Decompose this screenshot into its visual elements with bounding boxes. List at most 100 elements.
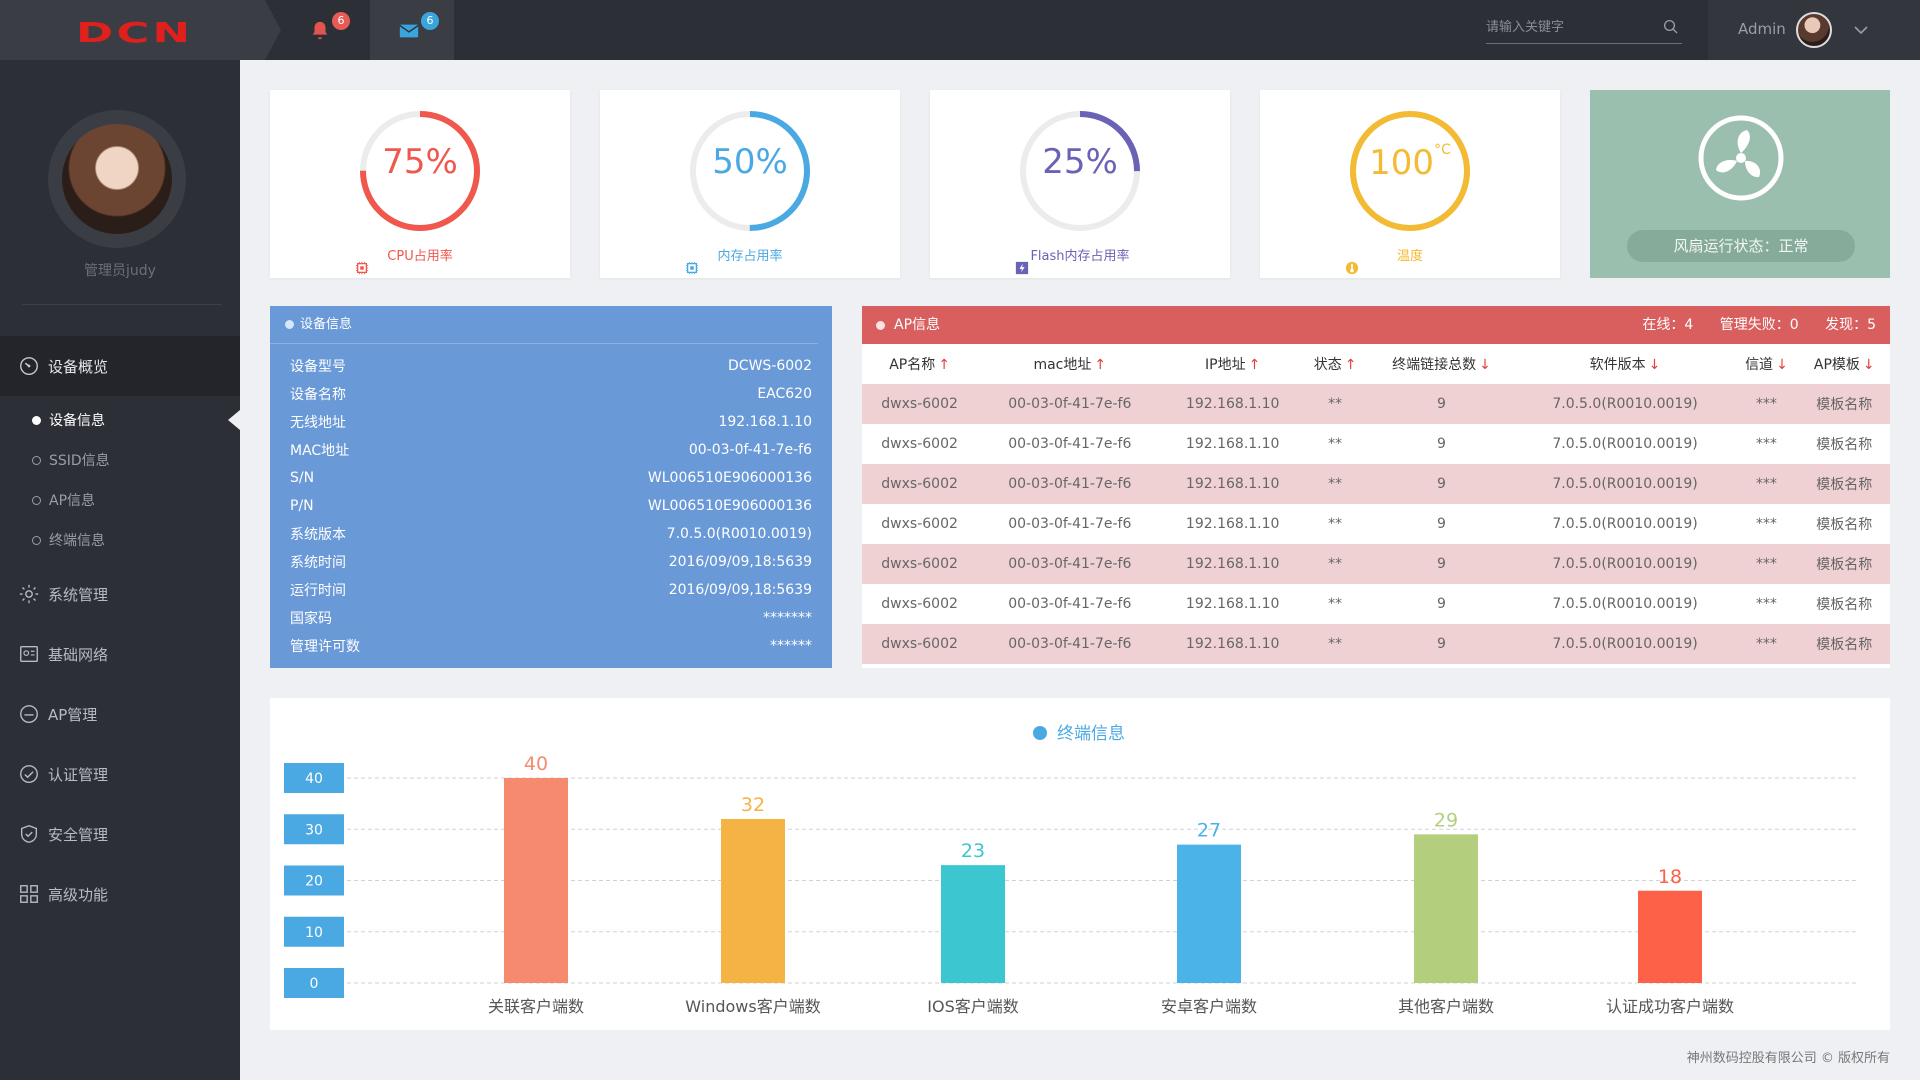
ap-column-header[interactable]: 软件版本 ↓	[1516, 344, 1735, 384]
bar-value-label: 29	[1434, 809, 1458, 831]
bar[interactable]	[1177, 844, 1241, 983]
sort-down-icon[interactable]: ↓	[1776, 357, 1788, 373]
y-tick-label: 40	[305, 771, 323, 787]
ap-column-header[interactable]: 状态 ↑	[1303, 344, 1367, 384]
table-row[interactable]: dwxs-6002 00-03-0f-41-7e-f6 192.168.1.10 **…	[862, 624, 1890, 664]
memory-gauge	[690, 111, 810, 231]
table-cell: dwxs-6002	[881, 596, 958, 612]
ap-info-title: AP信息	[894, 317, 941, 333]
logo[interactable]: DCN	[76, 16, 194, 49]
gear-icon	[19, 584, 39, 604]
bar-value-label: 32	[741, 794, 765, 816]
sort-up-icon[interactable]: ↑	[1094, 357, 1107, 373]
sidebar-item-overview[interactable]: 设备概览	[0, 336, 240, 396]
search-icon[interactable]	[1662, 18, 1680, 36]
user-menu[interactable]: Admin	[1708, 0, 1920, 60]
sort-up-icon[interactable]: ↑	[1248, 357, 1261, 373]
bar[interactable]	[721, 819, 785, 983]
table-row[interactable]: dwxs-6002 00-03-0f-41-7e-f6 192.168.1.10 **…	[862, 384, 1890, 424]
bell-badge: 6	[332, 12, 350, 30]
temperature-gauge-card: 100°C 温度	[1260, 90, 1560, 278]
device-info-row: 管理许可数 ******	[290, 632, 812, 660]
device-info-row: S/N WL006510E906000136	[290, 464, 812, 492]
table-row[interactable]: dwxs-6002 00-03-0f-41-7e-f6 192.168.1.10 **…	[862, 464, 1890, 504]
bar[interactable]	[504, 778, 568, 983]
search-input[interactable]	[1486, 12, 1656, 42]
table-cell: ***	[1755, 596, 1777, 612]
ap-column-header[interactable]: IP地址 ↑	[1162, 344, 1303, 384]
flash-gauge-arc	[1020, 111, 1140, 231]
sidebar-item-system[interactable]: 系统管理	[0, 564, 240, 624]
ap-online-count: 在线：4	[1642, 317, 1694, 333]
sidebar: 管理员judy 设备概览 设备信息 SSID信息 AP信息 终端信息 系统管理 …	[0, 60, 240, 1080]
table-row[interactable]: dwxs-6002 00-03-0f-41-7e-f6 192.168.1.10 **…	[862, 504, 1890, 544]
ap-column-header[interactable]: AP模板 ↓	[1799, 344, 1890, 384]
device-info-key: 运行时间	[290, 583, 346, 599]
device-info-key: 管理许可数	[290, 639, 360, 655]
notifications-button[interactable]: 6	[281, 0, 365, 60]
device-info-key: 设备名称	[290, 387, 346, 403]
sidebar-item-advanced[interactable]: 高级功能	[0, 864, 240, 924]
bar-value-label: 18	[1658, 866, 1682, 888]
sidebar-subitem-ap-info[interactable]: AP信息	[0, 480, 240, 520]
sidebar-subitem-device-info[interactable]: 设备信息	[0, 400, 240, 440]
network-icon	[20, 645, 38, 663]
sort-up-icon[interactable]: ↑	[1344, 357, 1357, 373]
device-info-value: 7.0.5.0(R0010.0019)	[666, 526, 812, 542]
ap-column-header[interactable]: mac地址 ↑	[977, 344, 1162, 384]
table-cell: 00-03-0f-41-7e-f6	[1008, 516, 1132, 532]
device-info-value: 2016/09/09,18:5639	[668, 582, 812, 598]
table-cell: 9	[1437, 436, 1446, 452]
messages-button[interactable]: 6	[370, 0, 454, 60]
sidebar-subitem-label: 设备信息	[49, 413, 105, 429]
logo-area: DCN	[0, 0, 281, 60]
table-cell: ***	[1734, 544, 1799, 584]
table-cell: 模板名称	[1798, 384, 1890, 424]
device-info-value: 192.168.1.10	[718, 414, 812, 430]
memory-gauge-card: 50% 内存占用率	[600, 90, 900, 278]
ap-column-header[interactable]: 终端链接总数 ↓	[1367, 344, 1515, 384]
sidebar-item-label: 基础网络	[48, 645, 109, 664]
sort-up-icon[interactable]: ↑	[938, 357, 950, 373]
table-cell: 192.168.1.10	[1185, 596, 1280, 612]
sidebar-item-ap[interactable]: AP管理	[0, 684, 240, 744]
device-info-key: S/N	[290, 470, 315, 486]
profile-avatar[interactable]	[48, 110, 186, 248]
table-row[interactable]: dwxs-6002 00-03-0f-41-7e-f6 192.168.1.10 **…	[862, 584, 1890, 624]
sidebar-item-label: 高级功能	[48, 885, 109, 904]
x-category-label: 认证成功客户端数	[1606, 997, 1734, 1016]
bar[interactable]	[1638, 890, 1702, 983]
table-cell: dwxs-6002	[881, 516, 958, 532]
table-row[interactable]: dwxs-6002 00-03-0f-41-7e-f6 192.168.1.10 **…	[862, 424, 1890, 464]
bar-value-label: 27	[1197, 820, 1221, 842]
sidebar-subitem-label: AP信息	[49, 493, 96, 509]
y-tick-box	[284, 814, 344, 845]
table-cell: dwxs-6002	[862, 464, 978, 504]
sidebar-item-network[interactable]: 基础网络	[0, 624, 240, 684]
bell-icon	[312, 21, 328, 40]
table-cell: 192.168.1.10	[1162, 464, 1303, 504]
table-cell: 模板名称	[1816, 437, 1873, 453]
bar[interactable]	[1414, 834, 1478, 983]
sidebar-subitem-terminal-info[interactable]: 终端信息	[0, 520, 240, 560]
sidebar-item-security[interactable]: 安全管理	[0, 804, 240, 864]
ap-column-label: AP名称	[889, 357, 936, 373]
chevron-down-icon[interactable]	[1853, 22, 1869, 38]
sidebar-subitem-ssid-info[interactable]: SSID信息	[0, 440, 240, 480]
table-row[interactable]: dwxs-6002 00-03-0f-41-7e-f6 192.168.1.10 **…	[862, 544, 1890, 584]
ap-column-header[interactable]: AP名称 ↑	[862, 344, 977, 384]
sidebar-item-auth[interactable]: 认证管理	[0, 744, 240, 804]
ap-column-header[interactable]: 信道 ↓	[1734, 344, 1798, 384]
sort-down-icon[interactable]: ↓	[1862, 357, 1875, 373]
sort-down-icon[interactable]: ↓	[1479, 357, 1491, 373]
temperature-unit: °C	[1434, 142, 1451, 158]
cpu-gauge-arc	[360, 111, 480, 231]
device-info-row: 系统版本 7.0.5.0(R0010.0019)	[290, 520, 812, 548]
device-info-row: 设备型号 DCWS-6002	[290, 352, 812, 380]
sort-down-icon[interactable]: ↓	[1648, 357, 1661, 373]
table-cell: 7.0.5.0(R0010.0019)	[1552, 596, 1698, 612]
table-cell: 9	[1367, 464, 1516, 504]
bar[interactable]	[941, 865, 1005, 983]
grid-icon	[20, 885, 38, 903]
device-info-row: P/N WL006510E906000136	[290, 492, 812, 520]
